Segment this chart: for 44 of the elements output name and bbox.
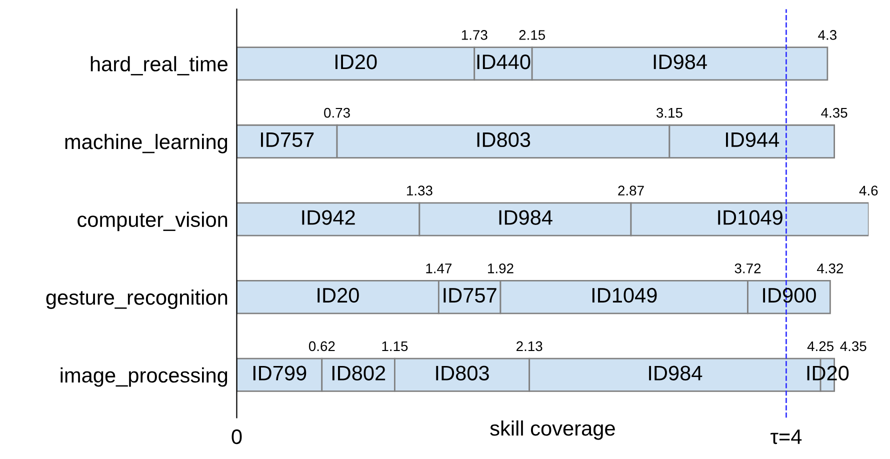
annotation: 3.15 <box>656 108 682 118</box>
data-label: ID942 <box>302 210 355 225</box>
total-label: 4.6 <box>859 186 878 196</box>
total-label: 4.35 <box>821 108 848 118</box>
x-tick-label: τ=4 <box>770 430 802 444</box>
y-tick-label: image_processing <box>60 367 228 387</box>
data-label: ID799 <box>253 366 306 380</box>
total-label: 4.35 <box>840 341 866 352</box>
annotation: 2.87 <box>618 186 644 196</box>
data-label: ID984 <box>654 54 707 70</box>
data-label: ID757 <box>261 132 314 148</box>
data-label: ID1049 <box>718 210 782 225</box>
data-label: ID984 <box>499 210 552 225</box>
data-label: ID803 <box>436 366 489 380</box>
data-label: ID1049 <box>592 288 657 303</box>
annotation: 0.62 <box>308 341 335 352</box>
annotation: 1.92 <box>488 263 514 274</box>
annotation: 2.15 <box>519 30 546 40</box>
data-label: ID440 <box>477 54 530 70</box>
annotation: 1.47 <box>426 264 452 274</box>
y-tick-label: computer_vision <box>78 212 228 232</box>
data-label: ID20 <box>318 288 359 303</box>
y-tick-label: gesture_recognition <box>46 290 228 309</box>
annotation: 1.73 <box>462 30 488 40</box>
total-label: 4.3 <box>818 30 836 40</box>
x-tick-label: 0 <box>232 429 242 444</box>
y-tick-label: machine_learning <box>65 134 228 154</box>
data-label: ID944 <box>726 132 780 148</box>
data-label: ID20 <box>807 366 849 380</box>
annotation: 2.13 <box>516 341 542 352</box>
total-label: 4.32 <box>816 263 843 274</box>
y-tick-label: hard_real_time <box>90 56 228 76</box>
annotation: 0.73 <box>324 108 350 118</box>
annotation: 1.33 <box>406 186 432 196</box>
data-label: ID757 <box>444 288 496 303</box>
data-label: ID20 <box>335 54 377 70</box>
data-label: ID803 <box>477 132 530 148</box>
data-label: ID802 <box>332 366 386 380</box>
x-axis-title: skill coverage <box>490 420 615 440</box>
data-label: ID984 <box>649 366 702 380</box>
annotation: 3.72 <box>734 263 761 274</box>
data-label: ID900 <box>763 288 816 303</box>
annotation: 1.15 <box>382 341 408 352</box>
annotation: 4.25 <box>807 341 834 352</box>
